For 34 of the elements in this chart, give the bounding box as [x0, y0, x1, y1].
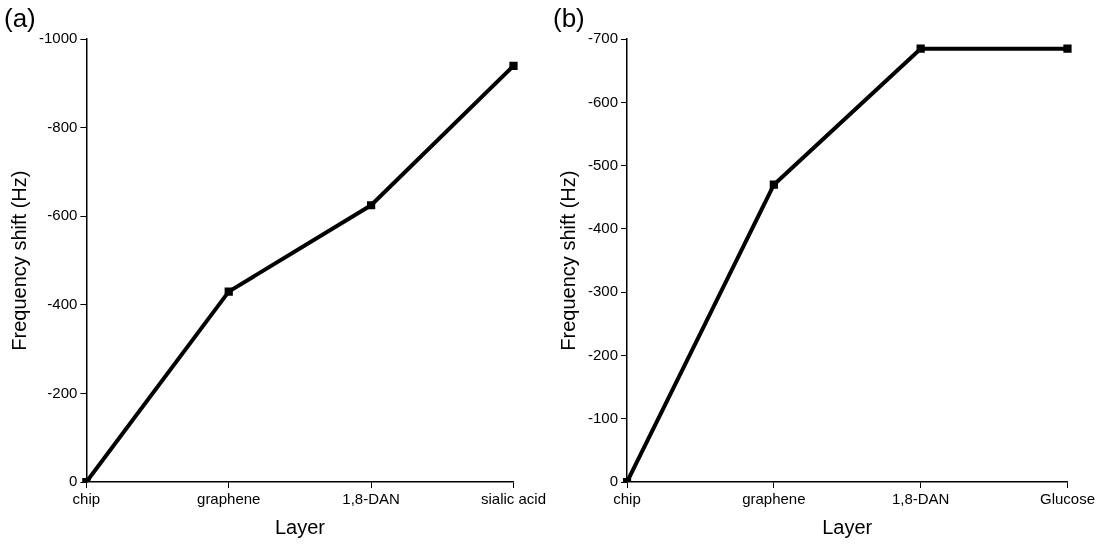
point — [916, 44, 925, 53]
chart-title: (a) — [4, 2, 36, 33]
x-tick-label: chip — [72, 490, 101, 508]
x-tick-label: chip — [613, 490, 641, 508]
y-axis-title: Frequency shift (Hz) — [7, 170, 30, 351]
point — [509, 61, 518, 70]
x-tick-label: graphene — [197, 490, 261, 508]
y-tick-label: -500 — [587, 155, 619, 173]
y-tick-label: -600 — [47, 206, 78, 224]
y-tick-label: -200 — [47, 383, 78, 401]
x-tick-label: sialic acid — [480, 490, 546, 508]
y-tick-label: -800 — [47, 117, 78, 135]
x-axis-title: Layer — [274, 515, 326, 538]
y-tick-label: -400 — [47, 295, 78, 313]
y-tick-label: -400 — [587, 219, 619, 237]
y-tick-label: 0 — [609, 472, 619, 490]
y-tick-label: -200 — [587, 345, 619, 363]
point — [366, 201, 376, 210]
chart-title: (b) — [553, 2, 585, 33]
x-tick-label: 1,8-DAN — [891, 490, 950, 508]
point — [769, 180, 778, 189]
y-tick-label: -1000 — [38, 29, 78, 47]
y-tick-label: -600 — [587, 92, 619, 110]
y-tick-label: -700 — [587, 29, 619, 47]
x-axis-title: Layer — [822, 515, 873, 538]
y-tick-label: -100 — [587, 408, 619, 426]
y-tick-label: -300 — [587, 282, 619, 300]
x-tick-label: graphene — [742, 490, 806, 508]
point — [224, 287, 233, 296]
x-tick-label: 1,8-DAN — [342, 490, 400, 508]
x-tick-label: Glucose — [1039, 490, 1095, 508]
y-axis-title: Frequency shift (Hz) — [556, 170, 579, 351]
y-tick-label: 0 — [69, 472, 78, 490]
point — [1063, 44, 1072, 53]
